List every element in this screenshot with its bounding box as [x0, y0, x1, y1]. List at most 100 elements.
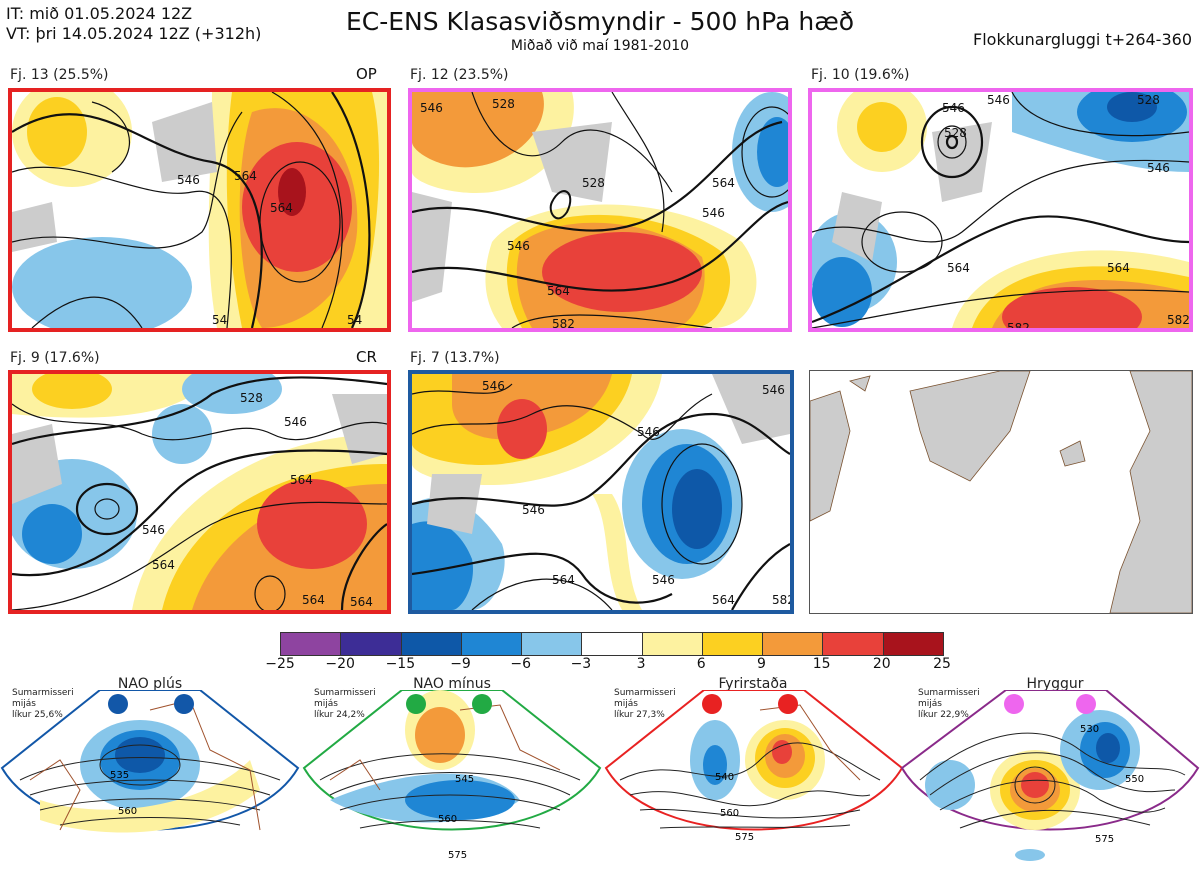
regime-4-note: Sumarmisseri mijás líkur 22,9%: [918, 688, 980, 720]
colorbar-tick-label: 3: [636, 656, 646, 672]
contour-label: 564: [712, 593, 735, 607]
regime-2-title: NAO mínus: [413, 676, 491, 692]
contour-label: 582: [772, 593, 790, 607]
contour-label: 564: [234, 169, 257, 183]
contour-label: 582: [1007, 321, 1030, 328]
contour-label: 564: [712, 176, 735, 190]
regime-2-dot-a: [406, 694, 426, 714]
contour-label: 582: [552, 317, 575, 328]
contour-label: 528: [240, 391, 263, 405]
contour-label: 546: [507, 239, 530, 253]
contour-label: 528: [1137, 93, 1160, 107]
regime-contour-label: 560: [438, 814, 457, 825]
contour-label: 546: [142, 523, 165, 537]
regime-contour-label: 560: [118, 806, 137, 817]
panel-1-label: Fj. 13 (25.5%): [10, 67, 109, 83]
regime-3-note: Sumarmisseri mijás líkur 27,3%: [614, 688, 676, 720]
cluster-map-3: 546 528 546 546 564 564 582 582 528: [808, 88, 1193, 332]
contour-label: 546: [177, 173, 200, 187]
regime-3-dot-a: [702, 694, 722, 714]
colorbar-tick-label: −15: [385, 656, 416, 672]
page-subtitle: Miðað við maí 1981-2010: [510, 38, 690, 54]
regime-4-dot-b: [1076, 694, 1096, 714]
colorbar-swatch: [763, 633, 824, 655]
regime-contour-label: 560: [720, 808, 739, 819]
regime-4-dot-a: [1004, 694, 1024, 714]
initial-time: IT: mið 01.05.2024 12Z: [6, 4, 193, 23]
colorbar-tick-label: −20: [325, 656, 355, 672]
contour-label: 564: [1107, 261, 1130, 275]
contour-label: 546: [420, 101, 443, 115]
colorbar-tick-label: 9: [756, 656, 766, 672]
colorbar-swatch: [401, 633, 462, 655]
contour-label: 546: [702, 206, 725, 220]
cluster-map-4: 528 546 564 546 564 564 564: [8, 370, 391, 614]
colorbar-swatch: [883, 633, 943, 655]
panel-2-label: Fj. 12 (23.5%): [410, 67, 509, 83]
contour-label: 564: [152, 558, 175, 572]
regime-contour-label: 575: [735, 832, 754, 843]
contour-label: 564: [302, 593, 325, 607]
regime-contour-label: 545: [455, 774, 474, 785]
contour-label: 546: [987, 93, 1010, 107]
contour-label: 564: [947, 261, 970, 275]
contour-label: 528: [582, 176, 605, 190]
contour-label: 564: [350, 595, 373, 609]
colorbar-tick-label: 6: [696, 656, 706, 672]
contour-label: 528: [492, 97, 515, 111]
regime-contour-label: 575: [1095, 834, 1114, 845]
contour-label: 564: [290, 473, 313, 487]
contour-label: 564: [547, 284, 570, 298]
colorbar-swatch: [522, 633, 583, 655]
regime-1-note: Sumarmisseri mijás líkur 25,6%: [12, 688, 74, 720]
contour-label: 546: [482, 379, 505, 393]
panel-5-label: Fj. 7 (13.7%): [410, 350, 500, 366]
colorbar-swatch: [702, 633, 764, 655]
colorbar-tick-label: −25: [265, 656, 295, 672]
contour-label: 54: [347, 313, 362, 327]
colorbar-tick-label: −9: [450, 656, 471, 672]
contour-label: 546: [637, 425, 660, 439]
regime-map-1: 535 560: [0, 690, 300, 833]
regime-map-3: 540 560 575: [604, 690, 904, 843]
cluster-map-1: 546 564 564 54 54: [8, 88, 391, 332]
regime-map-4: 530 550 575: [900, 690, 1200, 861]
regime-3-dot-b: [778, 694, 798, 714]
contour-label: 528: [944, 126, 967, 140]
regime-contour-label: 530: [1080, 724, 1099, 735]
regime-2-dot-b: [472, 694, 492, 714]
panel-4-tag: CR: [356, 348, 377, 366]
regime-1-dot-b: [174, 694, 194, 714]
regime-maps: 535 560 545 560 575: [0, 690, 1200, 861]
regime-1-dot-a: [108, 694, 128, 714]
colorbar-swatch: [823, 633, 884, 655]
regime-4-title: Hryggur: [1026, 676, 1084, 692]
contour-label: 546: [942, 101, 965, 115]
colorbar-tick-label: −6: [510, 656, 532, 672]
colorbar-tick-label: 15: [812, 656, 831, 672]
panel-1-tag: OP: [356, 65, 377, 83]
colorbar-tick-label: 25: [933, 656, 951, 672]
regime-map-2: 545 560 575: [302, 690, 602, 861]
colorbar-swatch: [461, 633, 523, 655]
panel-4-label: Fj. 9 (17.6%): [10, 350, 100, 366]
contour-label: 564: [270, 201, 293, 215]
regime-contour-label: 550: [1125, 774, 1144, 785]
page-title: EC-ENS Klasasviðsmyndir - 500 hPa hæð: [345, 7, 855, 36]
colorbar-tick-label: −3: [570, 656, 592, 672]
colorbar-tick-label: 20: [872, 656, 891, 672]
colorbar-swatch: [582, 633, 643, 655]
contour-label: 54: [212, 313, 227, 327]
run-info: IT: mið 01.05.2024 12Z VT: þri 14.05.202…: [6, 4, 261, 44]
colorbar-swatch: [341, 633, 402, 655]
regime-2-note: Sumarmisseri mijás líkur 24,2%: [314, 688, 376, 720]
panel-3-label: Fj. 10 (19.6%): [811, 67, 910, 83]
cluster-map-2: 546 564 528 546 564 582 546 528: [408, 88, 792, 332]
contour-label: 582: [1167, 313, 1189, 327]
contour-label: 546: [762, 383, 785, 397]
colorbar: [280, 632, 944, 656]
contour-label: 546: [652, 573, 675, 587]
colorbar-ticks: −25 −20 −15 −9 −6 −3 3 6 9 15 20 25: [265, 656, 955, 674]
cluster-map-5: 546 546 546 564 546 564 582 546: [408, 370, 794, 614]
regime-3-title: Fyrirstaða: [718, 676, 788, 692]
